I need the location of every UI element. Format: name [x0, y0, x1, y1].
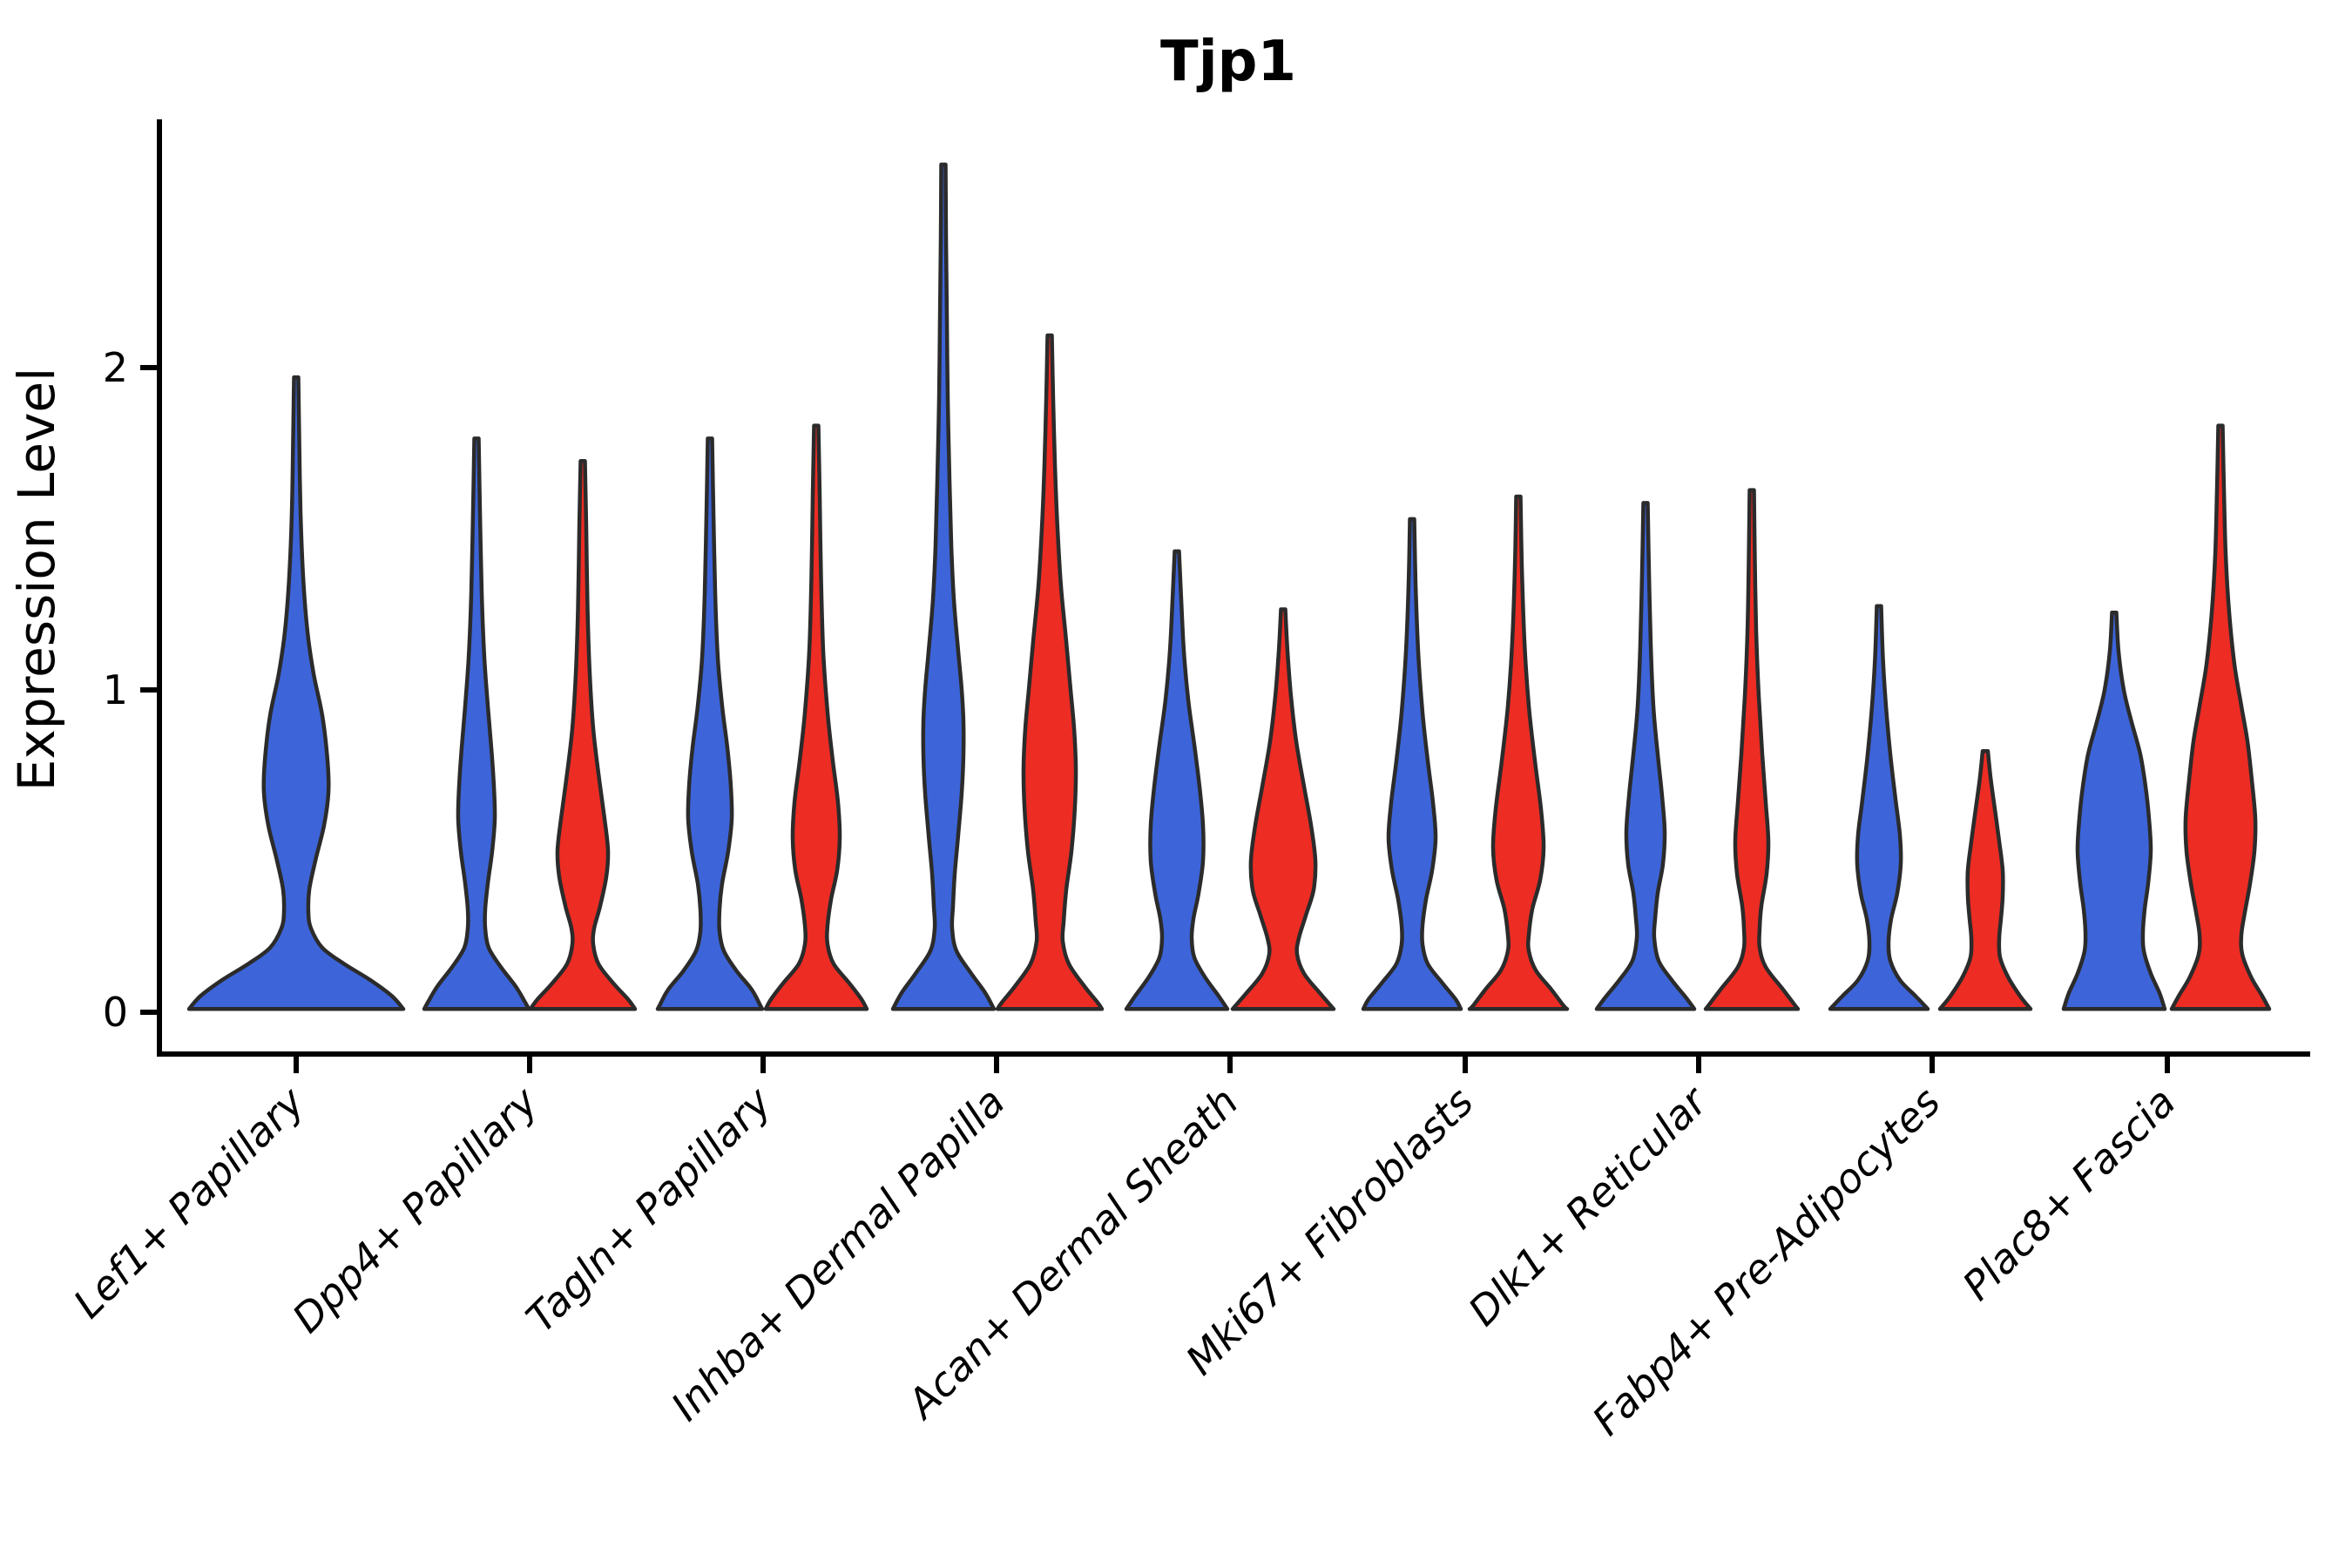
violin-dlk1-reticular-blue	[1594, 501, 1697, 1011]
violin-inhba-dermal-papilla-blue	[890, 162, 997, 1011]
violin-plac8-fascia-blue	[2061, 610, 2167, 1011]
violin-fabp4-pre-adipocytes-red	[1937, 749, 2033, 1011]
x-tick-label-plac8-fascia: Plac8+ Fascia	[1953, 1078, 2184, 1309]
x-tick-label-lef1-papillary: Lef1+ Papillary	[64, 1078, 314, 1327]
y-axis-label: Expression Level	[7, 368, 66, 791]
y-tick-label: 1	[103, 666, 128, 713]
x-tick-label-tagln-papillary: Tagln+ Papillary	[517, 1078, 781, 1342]
violin-lef1-papillary-blue	[186, 375, 406, 1011]
axes-layer	[140, 119, 2310, 1073]
violins-layer	[186, 162, 2272, 1011]
violin-dpp4-papillary-red	[528, 459, 638, 1011]
y-tick-label: 2	[103, 344, 128, 391]
y-tick-label: 0	[103, 989, 128, 1036]
violin-dlk1-reticular-red	[1703, 488, 1801, 1011]
violin-tagln-papillary-red	[763, 423, 869, 1011]
violin-inhba-dermal-papilla-red	[995, 333, 1105, 1011]
violin-dpp4-papillary-blue	[422, 436, 531, 1011]
violin-acan-dermal-sheath-red	[1230, 607, 1336, 1011]
x-tick-label-dpp4-papillary: Dpp4+ Papillary	[283, 1078, 547, 1342]
violin-plac8-fascia-red	[2169, 423, 2272, 1011]
x-tick-label-dlk1-reticular: Dlk1+ Reticular	[1459, 1076, 1718, 1335]
chart-title: Tjp1	[1160, 30, 1296, 94]
violin-mki67-fibroblasts-red	[1467, 494, 1570, 1011]
violin-acan-dermal-sheath-blue	[1124, 549, 1230, 1011]
violin-fabp4-pre-adipocytes-blue	[1828, 604, 1930, 1011]
axis-spines	[157, 119, 2310, 1057]
violin-tagln-papillary-blue	[655, 436, 765, 1011]
violin-mki67-fibroblasts-blue	[1361, 517, 1463, 1011]
